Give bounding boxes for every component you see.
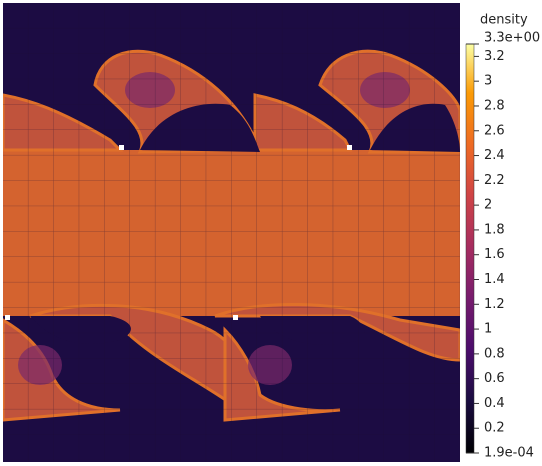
colorbar-tick-label: 0.2 xyxy=(484,421,505,436)
colorbar-tick-label: 2.2 xyxy=(484,173,505,188)
colorbar-tick-label: 2 xyxy=(484,198,492,213)
colorbar-tick-label: 1 xyxy=(484,322,492,337)
colorbar-tick-label: 1.6 xyxy=(484,247,505,262)
density-field xyxy=(3,3,460,462)
colorbar-tick-label: 0.4 xyxy=(484,396,505,411)
colorbar-tick-label: 1.8 xyxy=(484,222,505,237)
colorbar-limit-label: 1.9e-04 xyxy=(484,446,534,461)
colorbar-limit-label: 3.3e+00 xyxy=(484,31,540,46)
colorbar-tick-label: 1.2 xyxy=(484,297,505,312)
colorbar-tick-label: 2.6 xyxy=(484,123,505,138)
colorbar-tick-label: 3.2 xyxy=(484,49,505,64)
colorbar-tick-label: 2.4 xyxy=(484,148,505,163)
colorbar xyxy=(465,43,475,454)
colorbar-tick-label: 3 xyxy=(484,74,492,89)
colorbar-tick-label: 1.4 xyxy=(484,272,505,287)
colorbar-tick-label: 2.8 xyxy=(484,98,505,113)
colorbar-tick-label: 0.8 xyxy=(484,346,505,361)
colorbar-tick-label: 0.6 xyxy=(484,371,505,386)
colorbar-title: density xyxy=(480,13,528,28)
